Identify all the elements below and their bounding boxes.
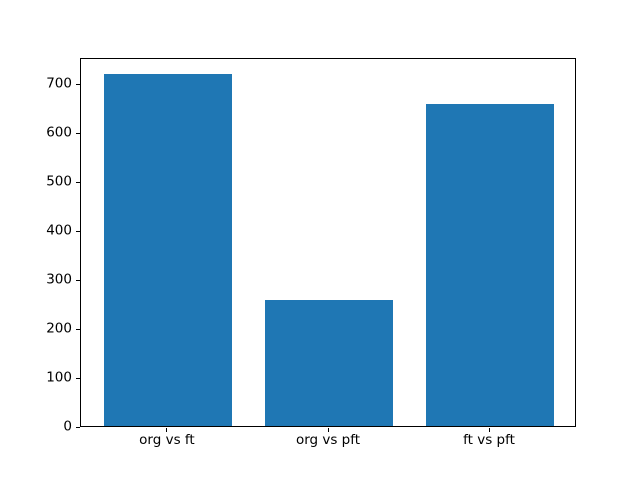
bar-ft-vs-pft [425, 104, 555, 427]
x-tick-label-ft-vs-pft: ft vs pft [463, 432, 515, 448]
plot-area [80, 57, 576, 428]
y-tick-label-200: 200 [46, 320, 72, 337]
x-tick-mark-org-vs-pft [327, 427, 329, 432]
y-tick-mark-300 [76, 279, 80, 281]
y-tick-label-0: 0 [63, 418, 72, 435]
y-tick-mark-500 [76, 181, 80, 183]
y-tick-mark-400 [76, 230, 80, 232]
y-tick-mark-200 [76, 328, 80, 330]
y-tick-mark-600 [76, 132, 80, 134]
x-tick-mark-org-vs-ft [166, 427, 168, 432]
y-tick-label-100: 100 [46, 369, 72, 386]
x-tick-label-org-vs-pft: org vs pft [295, 432, 361, 448]
y-tick-mark-0 [76, 426, 80, 428]
bar-org-vs-ft [103, 74, 233, 427]
x-tick-label-org-vs-ft: org vs ft [139, 432, 195, 448]
y-tick-label-700: 700 [46, 75, 72, 92]
bar-org-vs-pft [264, 299, 394, 427]
y-tick-mark-700 [76, 83, 80, 85]
y-tick-mark-100 [76, 377, 80, 379]
y-tick-label-400: 400 [46, 222, 72, 239]
y-tick-label-600: 600 [46, 124, 72, 141]
x-tick-mark-ft-vs-pft [488, 427, 490, 432]
y-tick-label-300: 300 [46, 271, 72, 288]
y-tick-label-500: 500 [46, 173, 72, 190]
